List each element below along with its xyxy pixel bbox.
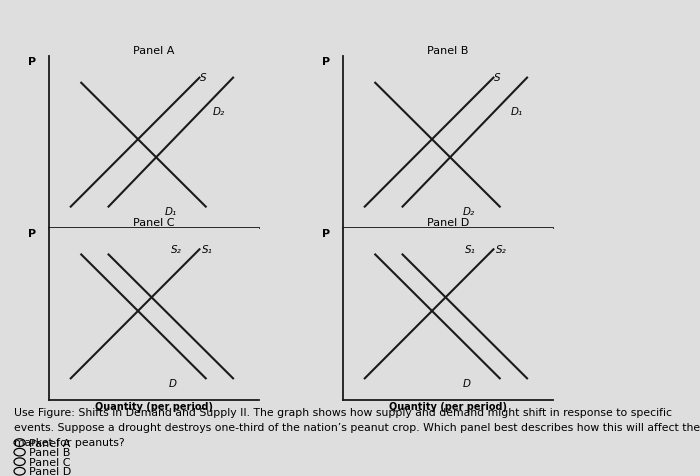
Text: P: P — [28, 228, 36, 238]
Text: S₁: S₁ — [202, 244, 213, 254]
Text: S₂: S₂ — [496, 244, 507, 254]
Text: P: P — [322, 228, 330, 238]
X-axis label: Quantity (per period): Quantity (per period) — [389, 401, 507, 411]
Text: Panel C: Panel C — [29, 457, 71, 466]
Text: Panel B: Panel B — [29, 447, 71, 457]
Text: market for peanuts?: market for peanuts? — [14, 437, 125, 447]
Text: S: S — [494, 73, 500, 83]
Title: Panel B: Panel B — [427, 46, 469, 56]
Text: P: P — [322, 57, 330, 67]
Text: S: S — [200, 73, 206, 83]
Text: events. Suppose a drought destroys one-third of the nation’s peanut crop. Which : events. Suppose a drought destroys one-t… — [14, 422, 700, 432]
Text: S₁: S₁ — [465, 244, 475, 254]
Text: D₂: D₂ — [463, 207, 475, 216]
Text: D: D — [169, 378, 176, 387]
Text: D₁: D₁ — [511, 107, 523, 117]
Text: D₂: D₂ — [213, 107, 225, 117]
X-axis label: Quantity (per period): Quantity (per period) — [95, 230, 213, 240]
Text: D₁: D₁ — [164, 207, 176, 216]
Text: Use Figure: Shifts in Demand and Supply II. The graph shows how supply and deman: Use Figure: Shifts in Demand and Supply … — [14, 407, 672, 417]
Text: S₂: S₂ — [171, 244, 181, 254]
X-axis label: Quantity (per period): Quantity (per period) — [95, 401, 213, 411]
Title: Panel D: Panel D — [427, 218, 469, 228]
Text: Panel D: Panel D — [29, 466, 71, 476]
Text: Panel A: Panel A — [29, 438, 71, 447]
Title: Panel C: Panel C — [133, 218, 175, 228]
X-axis label: Quantity (per period): Quantity (per period) — [389, 230, 507, 240]
Text: P: P — [28, 57, 36, 67]
Title: Panel A: Panel A — [133, 46, 175, 56]
Text: D: D — [463, 378, 470, 387]
